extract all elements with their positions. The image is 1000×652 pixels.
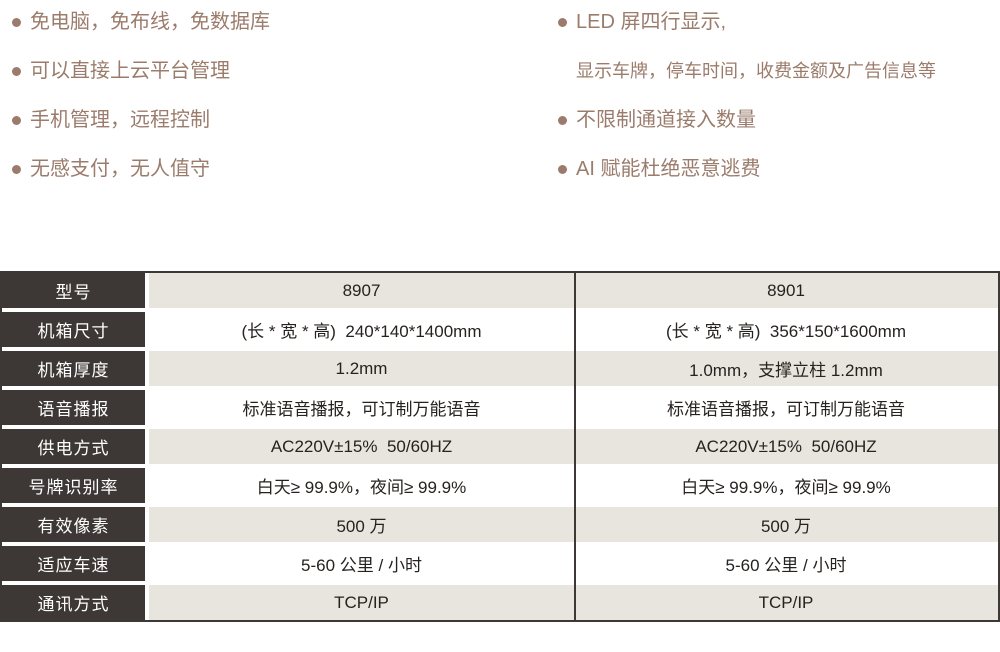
feature-list-section: 免电脑，免布线，免数据库 可以直接上云平台管理 手机管理，远程控制 无感支付，无…: [0, 0, 1000, 250]
bullet-icon: [558, 17, 567, 27]
spec-row-label: 号牌识别率: [2, 468, 145, 503]
table-row: 语音播报 标准语音播报，可订制万能语音 标准语音播报，可订制万能语音: [2, 390, 998, 425]
table-row: 通讯方式 TCP/IP TCP/IP: [2, 585, 998, 620]
spec-value-8901: 8901: [574, 273, 998, 308]
spec-value-8907: 500 万: [149, 507, 574, 542]
spec-value-8907: 标准语音播报，可订制万能语音: [242, 400, 481, 419]
feature-text: 手机管理，远程控制: [30, 109, 210, 131]
bullet-icon: [12, 164, 21, 174]
feature-item: LED 屏四行显示,: [558, 12, 936, 32]
table-row: 适应车速 5-60 公里 / 小时 5-60 公里 / 小时: [2, 546, 998, 581]
feature-item: 可以直接上云平台管理: [12, 61, 270, 81]
feature-text: 无感支付，无人值守: [30, 158, 210, 180]
table-row: 号牌识别率 白天≥ 99.9%，夜间≥ 99.9% 白天≥ 99.9%，夜间≥ …: [2, 468, 998, 503]
feature-item: 无感支付，无人值守: [12, 159, 270, 179]
spec-value-8907: 8907: [149, 273, 574, 308]
spec-value-8901: 1.0mm，支撑立柱 1.2mm: [574, 351, 998, 386]
table-row: 型号 8907 8901: [2, 273, 998, 308]
spec-value-8901: AC220V±15% 50/60HZ: [574, 429, 998, 464]
column-divider: [574, 273, 576, 620]
spec-value-8901: 标准语音播报，可订制万能语音: [667, 400, 905, 419]
spec-row-label: 机箱尺寸: [2, 312, 145, 347]
spec-value-8907: 5-60 公里 / 小时: [301, 556, 422, 575]
feature-item: 不限制通道接入数量: [558, 110, 936, 130]
spec-value-8901: (长 * 宽 * 高) 356*150*1600mm: [666, 322, 906, 341]
spec-row-label: 机箱厚度: [2, 351, 145, 386]
spec-value-8901: 500 万: [574, 507, 998, 542]
feature-text: LED 屏四行显示,: [576, 11, 727, 33]
spec-value-8901: 5-60 公里 / 小时: [725, 556, 847, 575]
feature-list-right: LED 屏四行显示, 显示车牌，停车时间，收费金额及广告信息等 不限制通道接入数…: [558, 12, 936, 208]
feature-item: 手机管理，远程控制: [12, 110, 270, 130]
spec-row-label: 型号: [2, 273, 145, 308]
feature-text: AI 赋能杜绝恶意逃费: [576, 158, 761, 180]
spec-value-8901: 白天≥ 99.9%，夜间≥ 99.9%: [681, 478, 891, 497]
feature-text: 不限制通道接入数量: [576, 109, 756, 131]
spec-row-label: 供电方式: [2, 429, 145, 464]
spec-row-label: 通讯方式: [2, 585, 145, 620]
bullet-icon: [558, 164, 567, 174]
spec-row-label: 语音播报: [2, 390, 145, 425]
spec-value-8901: TCP/IP: [574, 585, 998, 620]
bullet-icon: [558, 115, 567, 125]
bullet-icon: [12, 66, 21, 76]
feature-item: 免电脑，免布线，免数据库: [12, 12, 270, 32]
feature-list-left: 免电脑，免布线，免数据库 可以直接上云平台管理 手机管理，远程控制 无感支付，无…: [12, 12, 270, 208]
spec-table: 型号 8907 8901 机箱尺寸 (长 * 宽 * 高) 240*140*14…: [0, 271, 1000, 622]
table-row: 机箱厚度 1.2mm 1.0mm，支撑立柱 1.2mm: [2, 351, 998, 386]
spec-value-8907: AC220V±15% 50/60HZ: [149, 429, 574, 464]
table-row: 供电方式 AC220V±15% 50/60HZ AC220V±15% 50/60…: [2, 429, 998, 464]
spec-value-8907: TCP/IP: [149, 585, 574, 620]
spec-value-8907: 白天≥ 99.9%，夜间≥ 99.9%: [256, 478, 467, 497]
spec-row-label: 适应车速: [2, 546, 145, 581]
spec-value-8907: (长 * 宽 * 高) 240*140*1400mm: [241, 322, 482, 341]
table-row: 机箱尺寸 (长 * 宽 * 高) 240*140*1400mm (长 * 宽 *…: [2, 312, 998, 347]
feature-text: 可以直接上云平台管理: [30, 60, 230, 82]
feature-subtext: 显示车牌，停车时间，收费金额及广告信息等: [576, 61, 936, 81]
feature-text: 免电脑，免布线，免数据库: [30, 11, 270, 33]
bullet-icon: [12, 115, 21, 125]
spec-row-label: 有效像素: [2, 507, 145, 542]
spec-value-8907: 1.2mm: [149, 351, 574, 386]
table-row: 有效像素 500 万 500 万: [2, 507, 998, 542]
bullet-icon: [12, 17, 21, 27]
feature-item: AI 赋能杜绝恶意逃费: [558, 159, 936, 179]
